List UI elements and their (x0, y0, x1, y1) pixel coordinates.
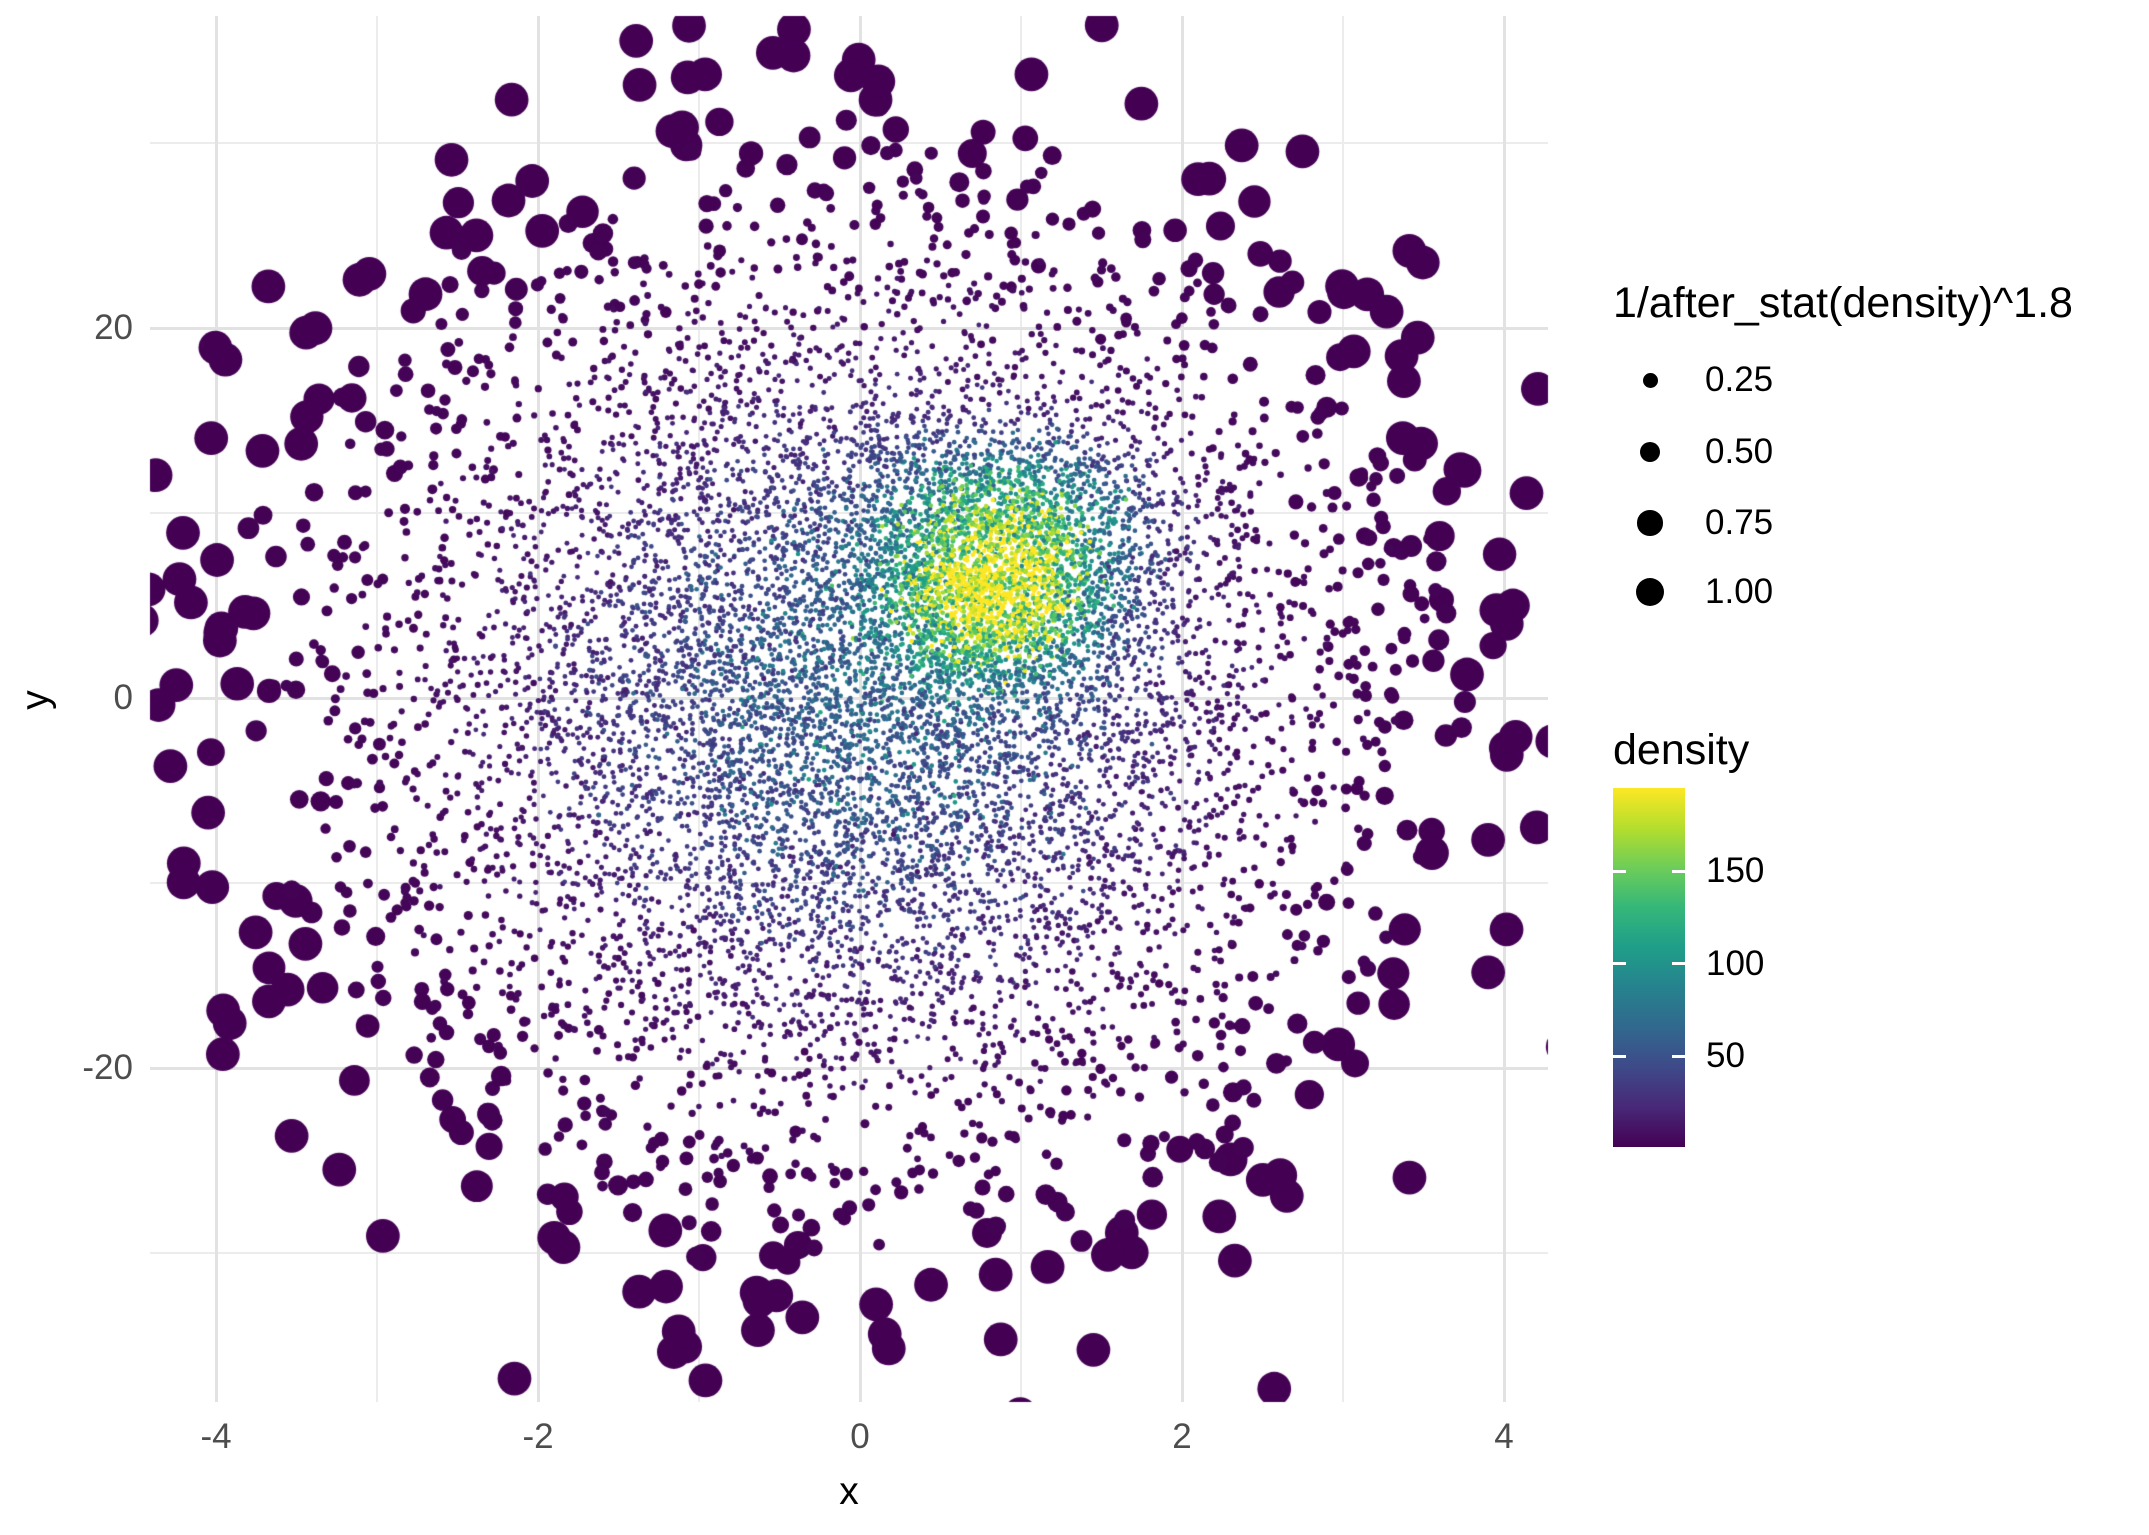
size-legend-dot (1637, 510, 1663, 536)
x-tick-label: 4 (1494, 1417, 1514, 1456)
x-tick-label: -4 (200, 1417, 232, 1456)
colorbar-tick-mark (1672, 962, 1685, 966)
size-legend-dot (1642, 372, 1658, 388)
size-legend-dot (1635, 577, 1665, 607)
y-axis-title: y (14, 690, 57, 710)
size-legend-label: 0.50 (1705, 432, 1774, 471)
size-legend-dot (1639, 441, 1661, 463)
x-tick-label: -2 (522, 1417, 554, 1456)
colorbar-tick-mark (1613, 962, 1626, 966)
colorbar-tick-label: 100 (1706, 943, 1765, 983)
x-axis-title: x (839, 1470, 859, 1513)
colorbar-tick-mark (1672, 869, 1685, 873)
colorbar-tick-label: 50 (1706, 1036, 1745, 1076)
size-legend-label: 0.75 (1705, 503, 1774, 542)
y-tick-label: -20 (82, 1048, 133, 1087)
x-tick-label: 2 (1172, 1417, 1192, 1456)
size-legend-label: 0.25 (1705, 360, 1774, 399)
x-tick-label: 0 (850, 1417, 870, 1456)
colorbar-tick-mark (1672, 1054, 1685, 1058)
colorbar-tick-label: 150 (1706, 851, 1765, 891)
color-legend-title: density (1613, 726, 1750, 774)
colorbar-tick-mark (1613, 869, 1626, 873)
size-legend-label: 1.00 (1705, 572, 1774, 611)
y-tick-label: 20 (94, 308, 133, 347)
colorbar-tick-mark (1613, 1054, 1626, 1058)
size-legend-title: 1/after_stat(density)^1.8 (1613, 279, 2073, 327)
y-tick-label: 0 (113, 678, 133, 717)
color-legend-bar (1613, 788, 1685, 1147)
